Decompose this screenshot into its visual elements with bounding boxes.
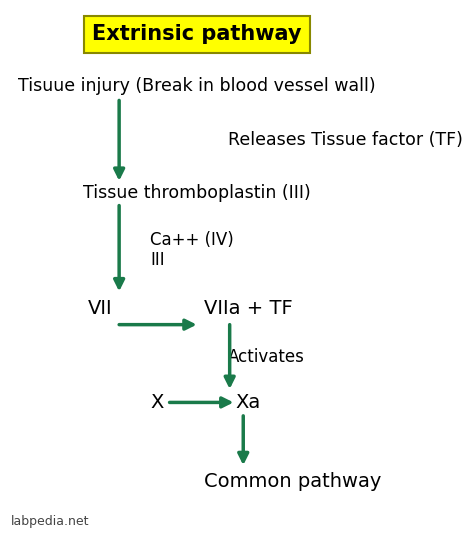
Text: Releases Tissue factor (TF): Releases Tissue factor (TF) bbox=[228, 131, 463, 149]
Text: Ca++ (IV): Ca++ (IV) bbox=[150, 231, 234, 249]
Text: labpedia.net: labpedia.net bbox=[10, 515, 89, 528]
Text: Activates: Activates bbox=[228, 348, 305, 366]
Text: Xa: Xa bbox=[236, 393, 261, 412]
Text: VII: VII bbox=[88, 299, 113, 318]
Text: Tissue thromboplastin (III): Tissue thromboplastin (III) bbox=[83, 184, 310, 202]
Text: Tisuue injury (Break in blood vessel wall): Tisuue injury (Break in blood vessel wal… bbox=[18, 77, 375, 95]
Text: III: III bbox=[150, 251, 165, 269]
Text: VIIa + TF: VIIa + TF bbox=[204, 299, 293, 318]
Text: Common pathway: Common pathway bbox=[204, 472, 382, 491]
Text: Extrinsic pathway: Extrinsic pathway bbox=[92, 24, 301, 44]
Text: X: X bbox=[150, 393, 164, 412]
